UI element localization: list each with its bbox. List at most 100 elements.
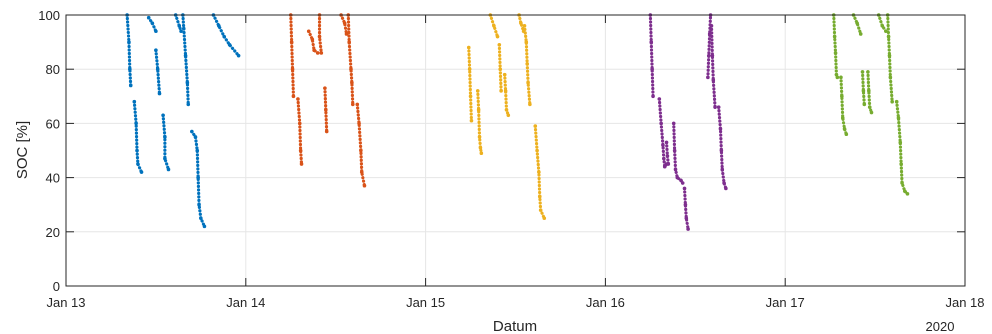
data-point [533,124,538,128]
data-point [869,110,874,115]
data-point [662,164,667,169]
data-point [887,53,892,58]
data-point [181,26,186,31]
series-3-segment-1 [467,45,474,123]
data-point [526,80,530,85]
data-point [146,15,151,20]
data-point [525,61,529,66]
series-4-segment-1 [648,13,655,98]
plot-frame [65,14,966,287]
series-2-segment-7 [346,13,355,107]
x-tick-label: Jan 18 [945,295,984,310]
data-point [675,175,680,180]
series-1-segment-1 [125,13,133,88]
data-point [840,116,845,120]
data-point [291,94,296,99]
data-point [884,29,888,34]
data-point [317,34,322,39]
data-point [711,78,716,82]
data-point [673,167,678,172]
data-point [150,21,155,25]
data-point [128,67,132,71]
data-point [497,43,502,47]
data-point [898,140,903,145]
data-point [127,40,131,44]
data-point [306,29,311,34]
data-point [299,162,304,166]
data-point [503,89,508,93]
data-point [136,162,140,166]
data-point [499,89,503,93]
data-point [899,162,903,166]
data-point [347,40,351,44]
data-point [179,29,183,34]
data-point [842,127,847,131]
series-layer [125,13,910,231]
data-point [686,227,690,231]
data-point [902,189,907,193]
data-point [236,53,241,58]
data-point [357,121,361,126]
data-point [154,48,158,53]
data-point [672,148,677,153]
data-point [680,181,685,185]
data-point [706,53,711,58]
data-point [844,132,849,137]
data-point [134,121,138,126]
data-point [661,143,665,147]
data-point [350,102,355,107]
series-2-segment-1 [289,13,296,98]
data-point [682,186,687,191]
data-point [657,97,662,101]
data-point [193,135,198,139]
data-point [315,51,320,55]
data-point [298,148,303,153]
data-point [858,32,863,36]
data-point [197,202,201,207]
data-point [196,175,200,180]
year-label: 2020 [926,319,955,334]
series-5-segment-5 [866,70,874,115]
axis-ticks: Jan 13 Jan 14 Jan 15 Jan 16 Jan 17 Jan 18 0 20 4… [38,8,984,310]
data-point [359,170,364,174]
data-point [132,99,137,104]
data-point [476,108,481,112]
data-point [342,21,347,25]
data-point [163,156,167,161]
data-point [649,40,654,44]
data-point [833,51,838,55]
data-point [679,178,683,183]
data-point [297,121,302,126]
data-point [468,94,473,99]
data-point [157,91,162,96]
data-point [537,194,542,199]
data-point [154,29,158,34]
data-point [671,121,676,126]
series-4-segment-3 [664,140,670,166]
series-2 [288,13,367,188]
x-tick-label: Jan 17 [766,295,805,310]
data-point [535,148,539,153]
data-point [502,72,507,77]
data-point [720,167,725,172]
data-point [832,34,837,39]
y-tick-label: 0 [53,279,60,294]
series-5 [831,13,910,196]
data-point [724,186,728,191]
data-point [706,75,710,80]
data-point [718,127,723,131]
data-point [840,94,844,99]
data-point [890,99,894,104]
data-point [495,34,500,39]
data-point [862,102,867,107]
data-point [296,97,300,101]
data-point [498,67,503,71]
data-point [528,102,532,107]
data-point [163,135,167,139]
data-point [185,80,190,85]
data-point [542,216,547,221]
y-tick-label: 60 [46,116,60,131]
series-2-segment-6 [339,13,349,36]
data-point [177,24,182,28]
